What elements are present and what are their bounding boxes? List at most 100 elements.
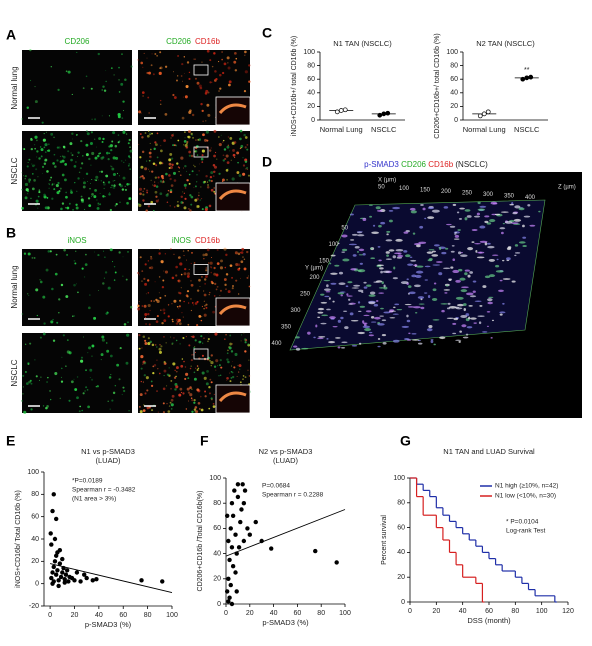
roi [193,64,209,76]
texture [455,339,462,341]
texture [193,262,196,264]
texture [359,262,363,265]
texture [91,193,94,196]
texture [192,58,194,60]
texture [56,159,59,162]
data-point [233,532,238,537]
texture [223,62,227,66]
micrograph [22,333,132,413]
texture [236,375,238,377]
texture [207,262,210,264]
texture [407,285,412,288]
texture [500,231,504,235]
texture [506,257,511,261]
texture [71,93,73,96]
x-tick-label: 40 [270,610,278,617]
texture [350,319,359,322]
texture [200,157,204,161]
inset-cell [218,103,247,115]
texture [470,317,477,320]
texture [97,204,99,206]
texture [109,208,113,212]
texture [91,196,93,198]
texture [358,248,365,252]
texture [123,389,126,393]
texture [69,189,73,192]
texture [163,369,167,373]
texture [179,299,182,302]
texture [87,352,89,354]
texture [61,367,63,370]
axis-tick-label: 300 [290,308,301,314]
chart-title: N2 vs p-SMAD3 [259,447,313,456]
texture [147,130,150,133]
texture [362,320,365,324]
texture [55,253,58,256]
texture [66,350,70,354]
axis-tick-label: 250 [462,191,473,197]
texture [462,336,469,339]
data-point [50,570,55,575]
texture [160,345,163,348]
texture [186,290,190,293]
texture [171,134,174,137]
texture [35,168,38,171]
texture [24,178,26,180]
texture [216,285,219,288]
texture [202,342,204,344]
texture [468,316,471,320]
data-point [227,557,232,563]
texture [452,203,457,207]
texture [324,295,330,298]
texture [83,276,86,278]
texture [147,342,151,346]
texture [166,403,168,405]
texture [202,120,204,123]
texture [170,403,174,407]
texture [140,165,144,169]
texture [156,156,159,159]
texture [193,187,195,189]
texture [176,162,179,165]
texture [193,408,197,411]
texture [159,249,161,251]
annotation: Log-rank Test [506,528,545,535]
texture [46,197,49,199]
texture [337,242,340,245]
texture [85,253,87,256]
texture [48,143,50,146]
texture [99,152,101,155]
texture [40,148,44,152]
texture [342,248,348,252]
texture [323,279,331,282]
texture [208,179,211,182]
texture [40,376,42,378]
texture [388,249,395,252]
texture [482,285,487,288]
texture [368,204,373,206]
texture [138,347,141,350]
texture [169,166,173,170]
texture [222,141,224,143]
texture [139,192,142,196]
texture [27,161,29,163]
texture [428,258,433,261]
texture [44,143,48,147]
texture [150,256,152,258]
texture [150,380,153,383]
texture [487,298,493,302]
texture [60,207,63,211]
chart-subtitle: (LUAD) [95,456,121,465]
texture [343,310,348,312]
texture [232,375,235,379]
texture [197,367,200,370]
y-tick-label: 60 [450,76,458,83]
texture [79,167,82,170]
texture [125,278,128,281]
texture [113,74,115,76]
texture [97,52,101,56]
y-tick-label: 80 [397,500,405,507]
texture [144,339,147,342]
texture [146,57,148,59]
texture [96,206,100,210]
